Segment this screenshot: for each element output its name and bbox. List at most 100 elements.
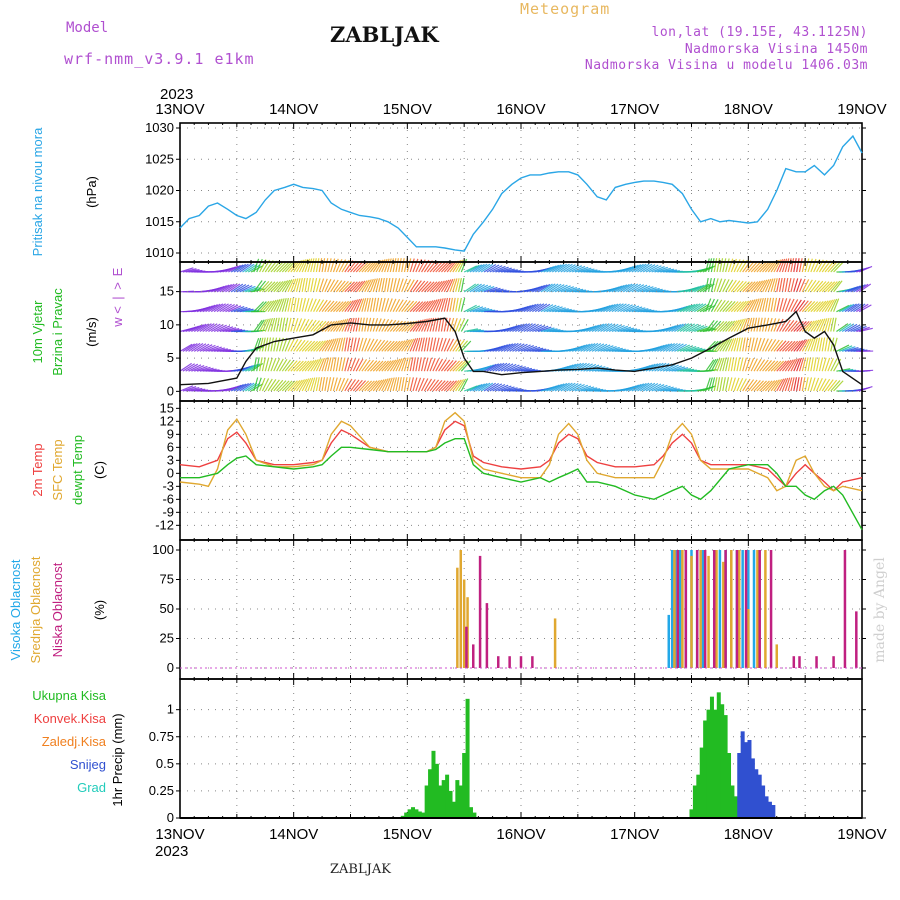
wind-barb bbox=[216, 325, 231, 333]
bar-ukupna-kisa bbox=[696, 774, 701, 818]
wind-barb bbox=[600, 304, 614, 313]
wind-barb bbox=[358, 261, 370, 273]
wind-barb bbox=[742, 281, 753, 293]
wind-barb bbox=[276, 380, 287, 392]
wind-barb bbox=[710, 299, 719, 312]
model-label: Model bbox=[66, 20, 109, 36]
wind-barb bbox=[520, 345, 535, 352]
wind-barb bbox=[182, 343, 195, 352]
wind-barb bbox=[782, 340, 793, 352]
wind-barb bbox=[671, 366, 686, 372]
wind-barb bbox=[332, 337, 339, 352]
wind-barb bbox=[341, 378, 349, 392]
wind-barb bbox=[705, 359, 715, 372]
wind-barb bbox=[793, 258, 797, 273]
wind-barb bbox=[796, 321, 807, 332]
wind-barb bbox=[790, 299, 799, 312]
wind-barb bbox=[764, 380, 776, 392]
wind-barb bbox=[566, 382, 579, 392]
wind-barb bbox=[580, 268, 595, 273]
wind-barb bbox=[509, 365, 523, 372]
wind-barb bbox=[267, 281, 279, 293]
wind-barb bbox=[213, 303, 226, 313]
wind-barb bbox=[727, 320, 738, 332]
wind-barb bbox=[796, 278, 802, 293]
wind-barb bbox=[332, 280, 343, 293]
wind-barb bbox=[449, 317, 455, 332]
wind-barb bbox=[330, 301, 341, 313]
wind-barb bbox=[640, 382, 653, 392]
bar-srednja-oblacnost bbox=[459, 550, 463, 668]
wind-barb bbox=[395, 258, 400, 273]
wind-barb bbox=[716, 299, 726, 313]
wind-barb bbox=[230, 283, 244, 293]
wind-barb bbox=[403, 377, 408, 392]
wind-barb bbox=[312, 377, 318, 392]
wind-barb bbox=[415, 357, 419, 372]
wind-barb bbox=[290, 380, 301, 392]
wind-barb bbox=[515, 366, 530, 372]
wind-barb bbox=[546, 305, 560, 313]
wind-barb bbox=[537, 326, 552, 333]
wind-barb bbox=[352, 317, 357, 332]
wind-barb bbox=[588, 323, 602, 333]
wind-barb bbox=[463, 283, 477, 293]
wind-barb bbox=[196, 323, 210, 333]
wind-barb bbox=[261, 378, 270, 392]
pressure-unit: (hPa) bbox=[84, 176, 99, 208]
bar-ukupna-kisa bbox=[404, 812, 409, 818]
bar-niska-oblacnost bbox=[703, 550, 707, 668]
bar-ukupna-kisa bbox=[692, 785, 697, 818]
wind-barb bbox=[804, 279, 813, 293]
wind-barb bbox=[389, 320, 400, 332]
wind-barb bbox=[313, 298, 321, 312]
wind-barb bbox=[688, 324, 702, 333]
wind-barb bbox=[216, 303, 229, 313]
wind-barb bbox=[364, 359, 374, 372]
wind-barb bbox=[807, 338, 814, 352]
wind-barb bbox=[793, 299, 802, 312]
date-tick-top: 17NOV bbox=[610, 101, 659, 118]
wind-barb bbox=[818, 357, 824, 372]
wind-barb bbox=[307, 377, 314, 392]
wind-barb bbox=[617, 326, 632, 333]
wind-barb bbox=[233, 283, 247, 293]
wind-barb bbox=[420, 337, 425, 352]
bar-niska-oblacnost bbox=[744, 550, 748, 668]
wind-barb bbox=[429, 261, 440, 273]
wind-barb bbox=[543, 304, 557, 313]
wind-barb bbox=[779, 297, 784, 312]
wind-barb bbox=[478, 308, 493, 313]
bar-srednja-oblacnost bbox=[456, 567, 459, 668]
wind-barb bbox=[643, 287, 657, 293]
wind-barb bbox=[349, 357, 357, 372]
wind-barb bbox=[747, 357, 755, 372]
wind-barb bbox=[798, 278, 806, 293]
temp-unit: (C) bbox=[92, 461, 107, 479]
series-line-dewpt-temp bbox=[180, 438, 863, 531]
wind-barb bbox=[662, 363, 676, 372]
wind-barb bbox=[836, 344, 850, 352]
wind-barb bbox=[591, 343, 605, 352]
wind-barb bbox=[310, 298, 317, 312]
wind-barb bbox=[242, 263, 255, 273]
bar-snijeg bbox=[750, 758, 755, 818]
bar-niska-oblacnost bbox=[508, 656, 511, 668]
date-tick-top: 18NOV bbox=[724, 101, 773, 118]
wind-barb bbox=[745, 281, 756, 293]
wind-barb bbox=[836, 368, 851, 372]
wind-barb bbox=[409, 357, 414, 372]
wind-barb bbox=[750, 317, 755, 332]
wind-barb bbox=[401, 377, 405, 392]
wind-barb bbox=[421, 378, 429, 392]
wind-barb bbox=[603, 323, 616, 333]
wind-barb bbox=[466, 283, 479, 293]
wind-barb bbox=[847, 347, 862, 352]
wind-barb bbox=[443, 279, 452, 293]
wind-barb bbox=[301, 360, 312, 372]
wind-barb bbox=[412, 280, 422, 293]
wind-barb bbox=[369, 339, 379, 352]
wind-barb bbox=[727, 258, 734, 273]
wind-barb bbox=[506, 324, 520, 333]
wind-barb bbox=[446, 278, 454, 293]
